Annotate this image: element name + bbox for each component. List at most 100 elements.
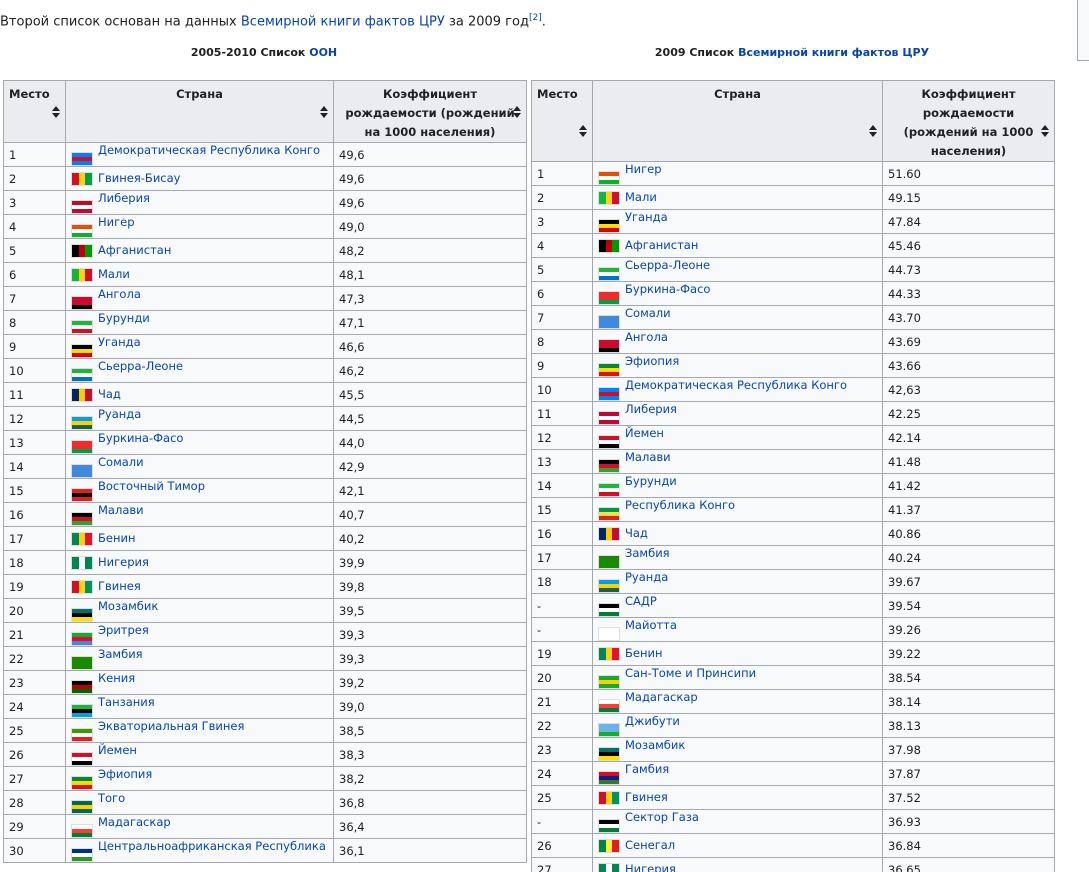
country-link[interactable]: Афганистан [625,238,699,252]
country-link[interactable]: Руанда [625,570,669,585]
sort-icon[interactable] [579,125,587,137]
country-link[interactable]: Майотта [625,618,677,633]
flag-stripe [72,857,92,861]
country-link[interactable]: Сенегал [625,838,676,852]
country-link[interactable]: Либерия [625,402,677,417]
country-link[interactable]: Нигер [625,162,662,177]
country-link[interactable]: Бурунди [625,474,677,489]
country-link[interactable]: Мали [98,267,130,281]
sort-icon[interactable] [1041,125,1049,137]
caption-link[interactable]: Всемирной книги фактов ЦРУ [738,46,930,59]
country-link[interactable]: Джибути [625,714,680,729]
country-link[interactable]: Гвинея [98,579,141,593]
country-link[interactable]: Малави [625,450,671,465]
country-link[interactable]: Республика Конго [625,498,736,513]
country-link[interactable]: Демократическая Республика Конго [625,378,848,393]
country-link[interactable]: Бенин [98,531,136,545]
row: 24 Гамбия 37.87 [531,761,1055,786]
country-link[interactable]: Чад [625,526,648,540]
country-link[interactable]: Сьерра-Леоне [625,258,711,273]
country-link[interactable]: Ангола [625,330,668,345]
country-link[interactable]: Эритрея [98,623,149,638]
flag-stripe [72,369,92,373]
country-link[interactable]: Сомали [98,455,144,470]
country-link[interactable]: Нигерия [625,862,676,872]
flag [598,627,620,641]
flag-stripe [599,492,619,496]
country-link[interactable]: Мадагаскар [625,690,698,705]
country-link[interactable]: Замбия [98,647,143,662]
country-link[interactable]: Экваториальная Гвинея [98,719,245,734]
country-link[interactable]: Сан-Томе и Принсипи [625,666,757,681]
rank-cell: 20 [531,665,593,690]
country-link[interactable]: Замбия [625,546,670,561]
rank-cell: 12 [531,425,593,450]
country-link[interactable]: Нигер [98,215,135,230]
rate-cell: 36,8 [333,790,527,815]
country-link[interactable]: Чад [98,387,121,401]
row: 21 Мадагаскар 38.14 [531,689,1055,714]
reference[interactable]: [2] [528,13,542,23]
sort-icon[interactable] [320,106,328,118]
country-link[interactable]: Сьерра-Леоне [98,359,184,374]
country-link[interactable]: Ангола [98,287,141,302]
country-link[interactable]: Мадагаскар [98,815,171,830]
column-header[interactable]: Место [3,80,66,143]
country-link[interactable]: Кения [98,671,136,686]
flag-stripe [72,205,92,209]
country-link[interactable]: Йемен [625,426,664,441]
country-link[interactable]: САДР [625,594,657,609]
country-link[interactable]: Того [98,791,126,806]
country-link[interactable]: Эфиопия [625,354,680,369]
country-link[interactable]: Уганда [625,210,668,225]
country-link[interactable]: Мозамбик [625,738,686,753]
country-link[interactable]: Восточный Тимор [98,479,206,494]
country-link[interactable]: Эфиопия [98,767,153,782]
country-link[interactable]: Афганистан [98,243,172,257]
column-header[interactable]: Страна [65,80,334,143]
country-link[interactable]: Руанда [98,407,142,422]
country-link[interactable]: Нигерия [98,555,149,569]
flag-stripe [72,425,92,429]
flag [598,291,620,305]
country-link[interactable]: Сектор Газа [625,810,699,825]
flag-stripe [72,377,92,381]
country-link[interactable]: Йемен [98,743,137,758]
country-link[interactable]: Буркина-Фасо [625,282,711,297]
column-header[interactable]: Коэффициент рождаемости (рождений на 100… [882,80,1055,162]
country-link[interactable]: Демократическая Республика Конго [98,143,321,158]
row: 22 Замбия 39,3 [3,646,527,671]
country-link[interactable]: Уганда [98,335,141,350]
country-link[interactable]: Бенин [625,646,663,660]
country-link[interactable]: Гвинея [625,790,668,804]
sort-icon[interactable] [513,106,521,118]
country-link[interactable]: Танзания [98,695,155,710]
sort-icon[interactable] [52,106,60,118]
country-link[interactable]: Мали [625,190,657,204]
flag-stripe [599,396,619,400]
sort-icon[interactable] [869,125,877,137]
country-link[interactable]: Сомали [625,306,671,321]
country-link[interactable]: Буркина-Фасо [98,431,184,446]
flag [71,512,93,526]
flag-stripe [72,829,92,833]
flag [598,819,620,833]
column-header[interactable]: Коэффициент рождаемости (рождений на 100… [333,80,527,143]
country-link[interactable]: Малави [98,503,144,518]
caption-text: 2005-2010 Список [190,46,310,59]
country-link[interactable]: Либерия [98,191,150,206]
flag-stripe [612,840,620,852]
country-link[interactable]: Гвинея-Бисау [98,171,181,185]
intro-link[interactable]: Всемирной книги фактов ЦРУ [240,14,445,30]
column-header[interactable]: Место [531,80,593,162]
country-link[interactable]: Мозамбик [98,599,159,614]
flag-stripe [85,533,93,545]
country-link[interactable]: Гамбия [625,762,670,777]
country-link[interactable]: Центральноафриканская Республика [98,839,326,854]
country-link[interactable]: Бурунди [98,311,150,326]
flag [598,239,620,253]
country-cell: Нигерия [592,857,883,872]
caption-link[interactable]: ООН [309,46,338,59]
column-header[interactable]: Страна [592,80,883,162]
flag-stripe [72,609,92,613]
